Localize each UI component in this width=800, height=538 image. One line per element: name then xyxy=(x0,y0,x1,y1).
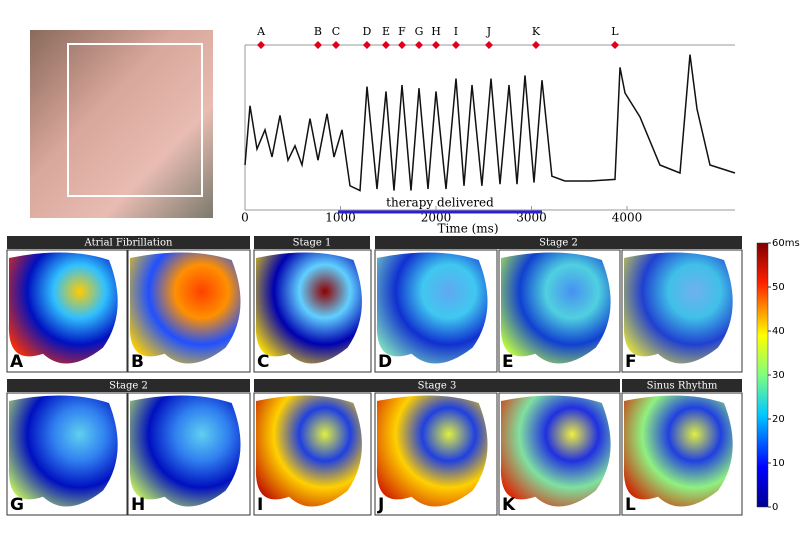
header-label: Stage 2 xyxy=(539,238,578,249)
event-label: C xyxy=(332,25,340,38)
header-bar xyxy=(254,236,370,249)
activation-map xyxy=(623,252,733,364)
event-marker xyxy=(484,41,493,49)
header-label: Stage 3 xyxy=(418,381,457,392)
event-marker xyxy=(257,41,266,49)
therapy-label: therapy delivered xyxy=(386,196,494,210)
header-bar xyxy=(254,379,620,392)
colorbar xyxy=(756,242,769,508)
event-label: E xyxy=(382,25,390,38)
colorbar-tick-label: 0 xyxy=(772,502,778,513)
colorbar-tick-label: 30 xyxy=(772,370,785,381)
activation-map xyxy=(500,252,611,364)
event-label: H xyxy=(431,25,441,38)
event-label: G xyxy=(415,25,424,38)
activation-map xyxy=(129,395,241,507)
panel-label: D xyxy=(378,352,392,372)
x-tick-label: 2000 xyxy=(421,211,452,225)
activation-map xyxy=(255,252,362,364)
trace xyxy=(244,54,736,192)
panel-label: L xyxy=(625,495,636,515)
event-marker xyxy=(414,41,423,49)
header-bar xyxy=(375,236,742,249)
header-bar xyxy=(7,379,250,392)
x-tick-label: 1000 xyxy=(325,211,356,225)
panel-label: E xyxy=(502,352,514,372)
colorbar-tick-label: 10 xyxy=(772,458,785,469)
activation-map xyxy=(8,395,118,507)
event-marker xyxy=(531,41,540,49)
panel-label: C xyxy=(257,352,269,372)
event-marker xyxy=(610,41,619,49)
event-marker xyxy=(431,41,440,49)
event-label: L xyxy=(611,25,619,38)
header-label: Stage 1 xyxy=(293,238,332,249)
colorbar-tick-label: 60ms xyxy=(772,238,800,249)
event-label: A xyxy=(256,25,266,38)
panel-label: B xyxy=(131,352,144,372)
event-label: B xyxy=(314,25,322,38)
panel-label: I xyxy=(257,495,263,515)
activation-map xyxy=(8,252,118,364)
colorbar-tick-label: 50 xyxy=(772,282,785,293)
event-label: F xyxy=(398,25,406,38)
header-label: Stage 2 xyxy=(109,381,148,392)
panel-label: J xyxy=(377,495,384,515)
panel-label: G xyxy=(10,495,24,515)
panel-label: F xyxy=(625,352,637,372)
event-marker xyxy=(313,41,322,49)
x-tick-label: 0 xyxy=(241,211,249,225)
panel-label: H xyxy=(131,495,145,515)
header-bar xyxy=(7,236,250,249)
x-tick-label: 4000 xyxy=(612,211,643,225)
event-label: J xyxy=(486,25,491,38)
event-label: D xyxy=(363,25,372,38)
activation-map xyxy=(376,395,488,507)
event-marker xyxy=(451,41,460,49)
header-label: Atrial Fibrillation xyxy=(84,238,173,249)
event-marker xyxy=(362,41,371,49)
activation-map xyxy=(129,252,241,364)
event-label: I xyxy=(454,25,458,38)
photo xyxy=(30,30,213,218)
panel-label: K xyxy=(502,495,516,515)
activation-map xyxy=(376,252,488,364)
panel-label: A xyxy=(10,352,24,372)
colorbar-tick-label: 20 xyxy=(772,414,785,425)
photo-frame xyxy=(67,43,203,197)
x-axis-label: Time (ms) xyxy=(437,222,498,236)
event-label: K xyxy=(532,25,541,38)
colorbar-tick-label: 40 xyxy=(772,326,785,337)
activation-map xyxy=(255,395,362,507)
header-label: Sinus Rhythm xyxy=(647,381,718,392)
header-bar xyxy=(622,379,742,392)
event-marker xyxy=(381,41,390,49)
event-marker xyxy=(397,41,406,49)
activation-map xyxy=(623,395,733,507)
x-tick-label: 3000 xyxy=(516,211,547,225)
event-marker xyxy=(332,41,341,49)
activation-map xyxy=(500,395,611,507)
